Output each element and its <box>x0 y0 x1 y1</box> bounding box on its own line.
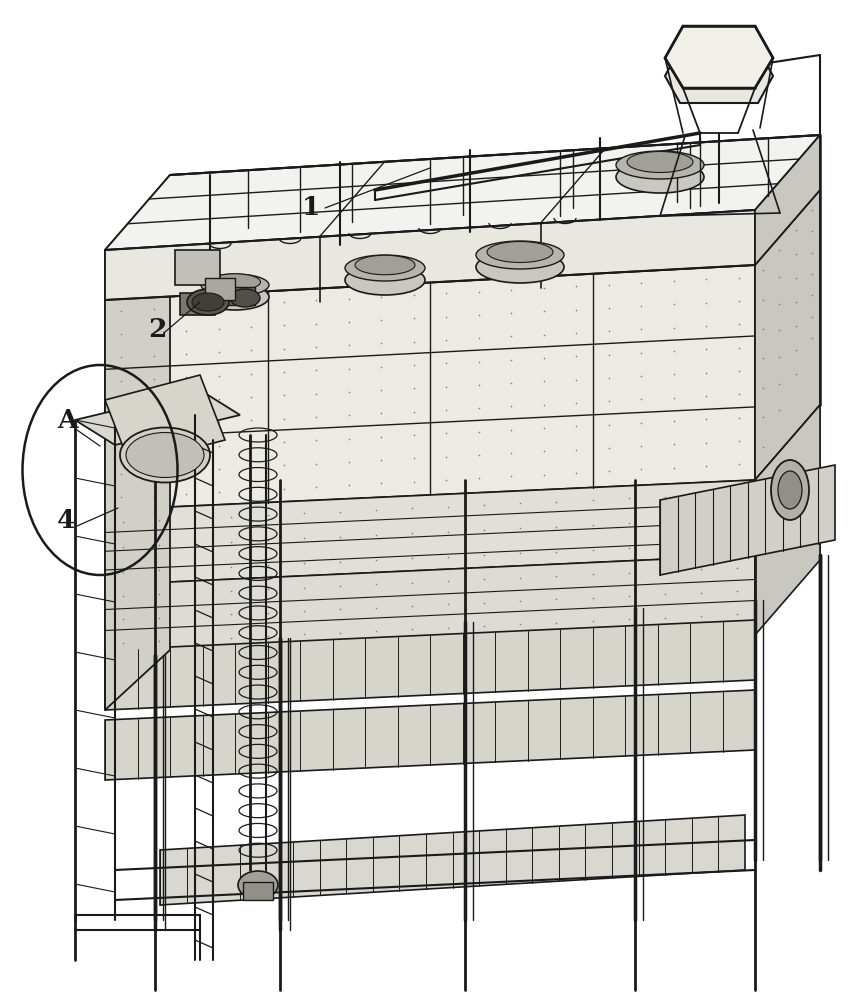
Polygon shape <box>105 620 755 710</box>
Bar <box>180 293 215 315</box>
Ellipse shape <box>230 289 260 307</box>
Ellipse shape <box>476 251 564 283</box>
Bar <box>205 278 235 300</box>
Polygon shape <box>105 480 755 585</box>
Ellipse shape <box>345 265 425 295</box>
Ellipse shape <box>192 293 224 311</box>
Polygon shape <box>660 465 835 575</box>
Polygon shape <box>75 390 240 445</box>
Polygon shape <box>105 375 225 465</box>
Polygon shape <box>105 135 820 250</box>
Ellipse shape <box>187 289 229 315</box>
Text: A: A <box>57 408 78 433</box>
Ellipse shape <box>476 241 564 269</box>
Bar <box>225 287 255 305</box>
Ellipse shape <box>355 255 415 275</box>
Polygon shape <box>665 26 773 88</box>
Bar <box>243 882 273 900</box>
Ellipse shape <box>238 871 278 899</box>
Ellipse shape <box>201 274 269 296</box>
Ellipse shape <box>778 471 802 509</box>
Text: 1: 1 <box>302 195 320 220</box>
Polygon shape <box>755 135 820 265</box>
Ellipse shape <box>616 151 704 179</box>
Ellipse shape <box>120 428 210 483</box>
Polygon shape <box>160 815 745 905</box>
Polygon shape <box>105 690 755 780</box>
Polygon shape <box>105 210 755 300</box>
Ellipse shape <box>627 151 693 172</box>
Polygon shape <box>755 405 820 555</box>
Polygon shape <box>755 405 820 635</box>
Polygon shape <box>755 480 820 625</box>
Text: 4: 4 <box>57 508 76 533</box>
Ellipse shape <box>345 255 425 281</box>
Ellipse shape <box>126 432 204 478</box>
Bar <box>175 250 220 285</box>
Ellipse shape <box>487 241 553 262</box>
Ellipse shape <box>771 460 809 520</box>
Ellipse shape <box>201 284 269 310</box>
Polygon shape <box>105 555 755 655</box>
Ellipse shape <box>210 274 261 290</box>
Polygon shape <box>755 190 820 480</box>
Polygon shape <box>105 175 170 710</box>
Text: 2: 2 <box>148 317 166 342</box>
Polygon shape <box>105 265 755 510</box>
Polygon shape <box>665 48 773 103</box>
Ellipse shape <box>616 161 704 193</box>
